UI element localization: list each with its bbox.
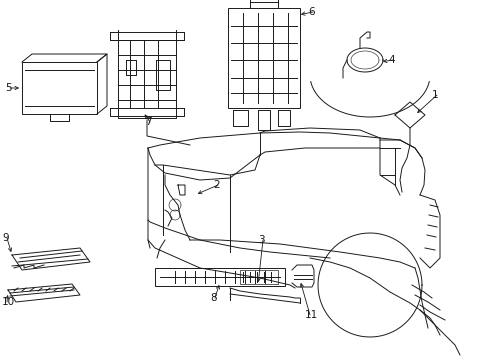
Text: 11: 11 [305, 310, 318, 320]
Bar [155, 268, 285, 286]
Text: 4: 4 [387, 55, 394, 65]
Text: 10: 10 [2, 297, 15, 307]
Text: 2: 2 [213, 180, 219, 190]
Bar [240, 270, 278, 284]
Text: 9: 9 [2, 233, 9, 243]
Text: 5: 5 [5, 83, 12, 93]
Text: 6: 6 [307, 7, 314, 17]
Bar [227, 8, 299, 108]
Text: 1: 1 [431, 90, 438, 100]
Text: 8: 8 [209, 293, 216, 303]
Text: 7: 7 [145, 117, 151, 127]
Bar [22, 62, 97, 114]
Text: 3: 3 [258, 235, 264, 245]
